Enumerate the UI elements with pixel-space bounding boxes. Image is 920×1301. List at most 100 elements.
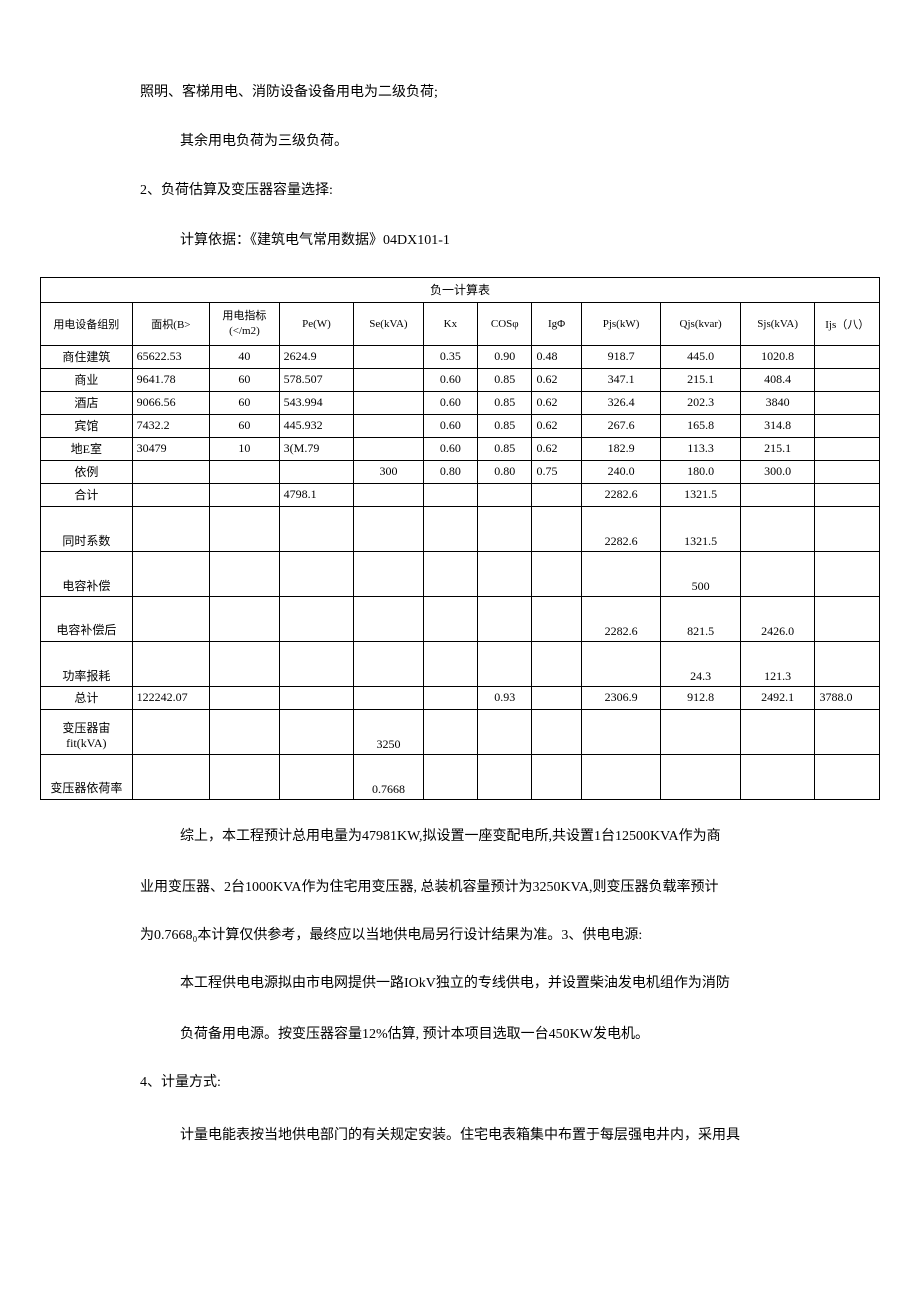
cell: 182.9 — [581, 437, 661, 460]
cell — [279, 551, 354, 596]
hdr-4: Se(kVA) — [354, 302, 423, 345]
cell — [740, 483, 815, 506]
cell — [354, 437, 423, 460]
cell — [815, 754, 880, 799]
table-row: 地E室30479103(M.790.600.850.62182.9113.321… — [41, 437, 880, 460]
cell — [210, 483, 279, 506]
cell — [423, 754, 477, 799]
cell — [210, 506, 279, 551]
cell — [354, 641, 423, 686]
table-row: 变压器宙fit(kVA)3250 — [41, 709, 880, 754]
cell — [279, 506, 354, 551]
table-row: 总计122242.070.932306.9912.82492.13788.0 — [41, 686, 880, 709]
hdr-1: 面枳(B> — [132, 302, 210, 345]
cell: 7432.2 — [132, 414, 210, 437]
para-lighting: 照明、客梯用电、消防设备设备用电为二级负荷; — [40, 80, 880, 105]
cell — [354, 414, 423, 437]
cell — [210, 754, 279, 799]
cell — [210, 596, 279, 641]
cell: 商住建筑 — [41, 345, 133, 368]
cell — [532, 686, 581, 709]
cell — [815, 596, 880, 641]
cell — [132, 641, 210, 686]
cell — [740, 551, 815, 596]
cell: 543.994 — [279, 391, 354, 414]
cell: 0.60 — [423, 414, 477, 437]
cell — [581, 641, 661, 686]
cell — [478, 596, 532, 641]
para-section-2: 2、负荷估算及变压器容量选择: — [40, 178, 880, 203]
cell — [354, 596, 423, 641]
cell: 1321.5 — [661, 483, 741, 506]
cell: 9066.56 — [132, 391, 210, 414]
cell — [815, 506, 880, 551]
cell: 0.85 — [478, 368, 532, 391]
cell — [279, 641, 354, 686]
cell — [132, 460, 210, 483]
cell: 4798.1 — [279, 483, 354, 506]
cell — [354, 483, 423, 506]
cell: 2624.9 — [279, 345, 354, 368]
cell: 24.3 — [661, 641, 741, 686]
cell: 10 — [210, 437, 279, 460]
cell: 2492.1 — [740, 686, 815, 709]
table-row: 同时系数2282.61321.5 — [41, 506, 880, 551]
para-power-a: 本工程供电电源拟由市电网提供一路IOkV独立的专线供电，并设置柴油发电机组作为消… — [40, 967, 880, 1001]
cell — [478, 506, 532, 551]
table-title: 负一计算表 — [41, 277, 880, 302]
para-summary-a: 综上，本工程预计总用电量为47981KW,拟设置一座变配电所,共设置1台1250… — [40, 820, 880, 854]
cell: 202.3 — [661, 391, 741, 414]
cell: 酒店 — [41, 391, 133, 414]
cell: 180.0 — [661, 460, 741, 483]
cell: 0.7668 — [354, 754, 423, 799]
cell — [815, 709, 880, 754]
cell: 2282.6 — [581, 596, 661, 641]
cell — [815, 345, 880, 368]
para-summary-b: 业用变压器、2台1000KVA作为住宅用变压器, 总装机容量预计为3250KVA… — [40, 871, 880, 905]
cell: 2306.9 — [581, 686, 661, 709]
cell — [740, 506, 815, 551]
para-other-load: 其余用电负荷为三级负荷。 — [40, 129, 880, 154]
cell — [581, 709, 661, 754]
cell: 0.60 — [423, 391, 477, 414]
para-metering: 计量电能表按当地供电部门的有关规定安装。住宅电表箱集中布置于每层强电井内，采用具 — [40, 1119, 880, 1153]
cell: 功率报耗 — [41, 641, 133, 686]
table-row: 功率报耗24.3121.3 — [41, 641, 880, 686]
cell — [815, 368, 880, 391]
cell: 60 — [210, 368, 279, 391]
cell — [532, 596, 581, 641]
cell: 326.4 — [581, 391, 661, 414]
cell: 3(M.79 — [279, 437, 354, 460]
table-row: 依例3000.800.800.75240.0180.0300.0 — [41, 460, 880, 483]
hdr-11: Ijs（八） — [815, 302, 880, 345]
cell: 依例 — [41, 460, 133, 483]
cell — [354, 368, 423, 391]
cell: 60 — [210, 414, 279, 437]
table-header-row: 用电设备组别 面枳(B> 用电指标 (</m2) Pe(W) Se(kVA) K… — [41, 302, 880, 345]
table-row: 合计4798.12282.61321.5 — [41, 483, 880, 506]
cell: 变压器宙fit(kVA) — [41, 709, 133, 754]
cell — [210, 551, 279, 596]
cell — [279, 709, 354, 754]
cell: 2282.6 — [581, 506, 661, 551]
cell: 300 — [354, 460, 423, 483]
cell — [132, 506, 210, 551]
cell: 1020.8 — [740, 345, 815, 368]
para-summary-c: 为0.7668₀本计算仅供参考，最终应以当地供电局另行设计结果为准。3、供电电源… — [40, 919, 880, 953]
cell — [210, 686, 279, 709]
cell: 122242.07 — [132, 686, 210, 709]
cell — [532, 551, 581, 596]
cell — [279, 686, 354, 709]
table-row: 商住建筑65622.53402624.90.350.900.48918.7445… — [41, 345, 880, 368]
cell — [132, 754, 210, 799]
cell — [815, 460, 880, 483]
hdr-5: Kx — [423, 302, 477, 345]
cell: 地E室 — [41, 437, 133, 460]
table-title-row: 负一计算表 — [41, 277, 880, 302]
cell: 0.90 — [478, 345, 532, 368]
cell — [740, 709, 815, 754]
cell: 60 — [210, 391, 279, 414]
cell — [478, 709, 532, 754]
cell — [532, 641, 581, 686]
para-power-b: 负荷备用电源。按变压器容量12%估算, 预计本项目选取一台450KW发电机。 — [40, 1018, 880, 1052]
